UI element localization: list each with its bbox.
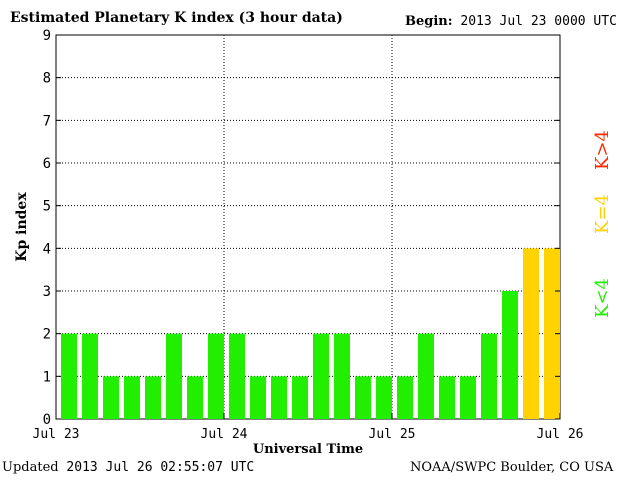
bar: [502, 291, 518, 419]
bar: [250, 376, 266, 419]
bar: [292, 376, 308, 419]
y-tick-label: 6: [43, 156, 51, 172]
bar: [82, 333, 98, 419]
x-tick-label: Jul 23: [33, 427, 80, 442]
bar: [166, 333, 182, 419]
y-tick-label: 3: [43, 284, 51, 300]
y-tick-label: 8: [43, 71, 51, 87]
y-tick-label: 2: [43, 327, 51, 343]
y-tick-label: 5: [43, 199, 51, 215]
bar: [523, 248, 539, 419]
bar: [460, 376, 476, 419]
x-tick-label: Jul 26: [537, 427, 584, 442]
bar: [481, 333, 497, 419]
x-tick-label: Jul 24: [201, 427, 248, 442]
x-tick-label: Jul 25: [369, 427, 416, 442]
bar: [376, 376, 392, 419]
begin-time: Begin: 2013 Jul 23 0000 UTC: [405, 14, 617, 29]
updated-label: Updated: [2, 460, 59, 475]
y-tick-label: 4: [43, 241, 51, 257]
bar: [334, 333, 350, 419]
bar: [187, 376, 203, 419]
y-tick-label: 7: [43, 113, 51, 129]
legend-item: K>4: [592, 130, 613, 170]
legend: K<4 K=4 K>4: [592, 130, 613, 318]
bar: [439, 376, 455, 419]
bar: [124, 376, 140, 419]
legend-item: K<4: [592, 278, 613, 318]
bar: [271, 376, 287, 419]
legend-item: K=4: [592, 194, 613, 234]
bar: [208, 333, 224, 419]
bar: [313, 333, 329, 419]
credit-text: NOAA/SWPC Boulder, CO USA: [410, 460, 614, 475]
begin-label: Begin:: [405, 14, 453, 29]
y-tick-label: 0: [43, 412, 51, 428]
y-axis: 0 1 2 3 4 5 6 7 8 9: [43, 28, 560, 428]
y-axis-label: Kp index: [14, 192, 30, 262]
bar: [103, 376, 119, 419]
x-axis-label: Universal Time: [253, 442, 363, 457]
bar: [397, 376, 413, 419]
bar: [229, 333, 245, 419]
begin-value: 2013 Jul 23 0000 UTC: [460, 14, 617, 29]
bar: [145, 376, 161, 419]
bar: [418, 333, 434, 419]
bar: [61, 333, 77, 419]
grid-lines: [56, 35, 560, 419]
chart-title: Estimated Planetary K index (3 hour data…: [10, 10, 343, 26]
x-axis: Jul 23 Jul 24 Jul 25 Jul 26: [33, 413, 584, 442]
updated-value: 2013 Jul 26 02:55:07 UTC: [66, 460, 255, 475]
bar: [355, 376, 371, 419]
bar-series: [61, 248, 560, 419]
y-tick-label: 1: [43, 369, 51, 385]
y-tick-label: 9: [43, 28, 51, 44]
updated-time: Updated 2013 Jul 26 02:55:07 UTC: [2, 460, 254, 475]
